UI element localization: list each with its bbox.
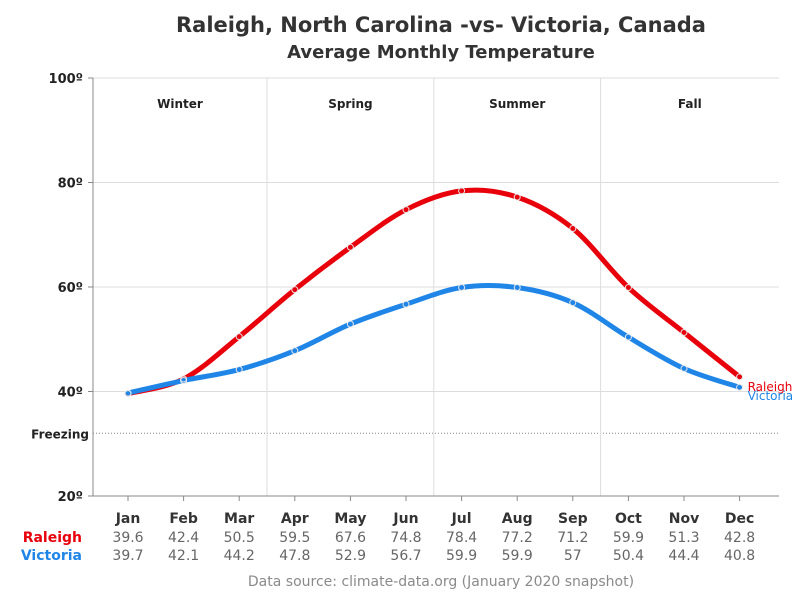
month-label-jun: Jun bbox=[392, 511, 418, 527]
point-victoria-jul bbox=[458, 284, 466, 292]
value-victoria-jun: 56.7 bbox=[390, 548, 421, 564]
y-tick-label-80: 80º bbox=[58, 177, 83, 192]
grid bbox=[93, 77, 779, 434]
value-victoria-apr: 47.8 bbox=[279, 548, 310, 564]
season-label-fall: Fall bbox=[678, 97, 702, 111]
data-table: Jan Feb Mar Apr May Jun Jul Aug Sep Oct Nov Dec Rale… bbox=[21, 511, 755, 564]
value-raleigh-jan: 39.6 bbox=[112, 530, 143, 546]
value-victoria-feb: 42.1 bbox=[168, 548, 199, 564]
y-tick-label-100: 100º bbox=[49, 72, 83, 87]
value-victoria-may: 52.9 bbox=[335, 548, 366, 564]
point-raleigh-nov bbox=[680, 328, 688, 336]
y-tick-label-20: 20º bbox=[58, 490, 83, 505]
value-raleigh-jul: 78.4 bbox=[446, 530, 477, 546]
y-tick-label-40: 40º bbox=[58, 386, 83, 401]
series-line-victoria bbox=[125, 283, 743, 396]
value-victoria-dec: 40.8 bbox=[724, 548, 755, 564]
point-victoria-nov bbox=[680, 365, 688, 373]
point-raleigh-sep bbox=[569, 224, 577, 232]
month-label-mar: Mar bbox=[224, 511, 254, 527]
value-raleigh-dec: 42.8 bbox=[724, 530, 755, 546]
month-label-jan: Jan bbox=[115, 511, 141, 527]
chart-subtitle: Average Monthly Temperature bbox=[287, 42, 595, 63]
season-label-summer: Summer bbox=[489, 97, 545, 111]
month-label-dec: Dec bbox=[725, 511, 754, 527]
value-raleigh-may: 67.6 bbox=[335, 530, 366, 546]
point-victoria-oct bbox=[624, 333, 632, 341]
data-source-note: Data source: climate-data.org (January 2… bbox=[248, 574, 634, 590]
season-bands: Winter Spring Summer Fall bbox=[157, 78, 702, 496]
table-row-label-victoria: Victoria bbox=[21, 548, 82, 564]
point-raleigh-aug bbox=[513, 193, 521, 201]
value-victoria-sep: 57 bbox=[564, 548, 582, 564]
value-victoria-mar: 44.2 bbox=[224, 548, 255, 564]
point-victoria-apr bbox=[291, 347, 299, 355]
month-label-jul: Jul bbox=[451, 511, 472, 527]
value-raleigh-feb: 42.4 bbox=[168, 530, 199, 546]
y-tick-label-60: 60º bbox=[58, 281, 83, 296]
value-victoria-aug: 59.9 bbox=[502, 548, 533, 564]
freezing-label: Freezing bbox=[31, 427, 89, 441]
value-raleigh-oct: 59.9 bbox=[613, 530, 644, 546]
point-victoria-dec bbox=[736, 383, 744, 391]
value-raleigh-sep: 71.2 bbox=[557, 530, 588, 546]
point-raleigh-jun bbox=[402, 206, 410, 214]
point-victoria-may bbox=[346, 320, 354, 328]
point-victoria-jan bbox=[124, 389, 132, 397]
value-raleigh-aug: 77.2 bbox=[502, 530, 533, 546]
point-raleigh-apr bbox=[291, 286, 299, 294]
point-raleigh-dec bbox=[736, 373, 744, 381]
value-victoria-jul: 59.9 bbox=[446, 548, 477, 564]
end-label-raleigh: Raleigh bbox=[748, 380, 793, 394]
season-label-winter: Winter bbox=[157, 97, 203, 111]
chart-title: Raleigh, North Carolina -vs- Victoria, C… bbox=[176, 13, 706, 37]
point-victoria-feb bbox=[180, 377, 188, 385]
end-label-victoria: Victoria bbox=[748, 389, 794, 403]
table-row-label-raleigh: Raleigh bbox=[23, 530, 82, 546]
month-label-may: May bbox=[334, 511, 366, 527]
season-label-spring: Spring bbox=[328, 97, 372, 111]
value-raleigh-mar: 50.5 bbox=[224, 530, 255, 546]
point-victoria-aug bbox=[513, 284, 521, 292]
month-label-aug: Aug bbox=[502, 511, 533, 527]
point-victoria-jun bbox=[402, 300, 410, 308]
month-label-feb: Feb bbox=[169, 511, 198, 527]
month-label-apr: Apr bbox=[281, 511, 309, 527]
point-raleigh-jul bbox=[458, 187, 466, 195]
point-raleigh-mar bbox=[235, 333, 243, 341]
value-raleigh-nov: 51.3 bbox=[668, 530, 699, 546]
month-label-sep: Sep bbox=[558, 511, 588, 527]
point-raleigh-oct bbox=[624, 284, 632, 292]
value-victoria-jan: 39.7 bbox=[112, 548, 143, 564]
point-victoria-sep bbox=[569, 299, 577, 307]
point-victoria-mar bbox=[235, 366, 243, 374]
month-label-nov: Nov bbox=[669, 511, 699, 527]
value-raleigh-jun: 74.8 bbox=[390, 530, 421, 546]
value-victoria-nov: 44.4 bbox=[668, 548, 699, 564]
point-raleigh-may bbox=[346, 243, 354, 251]
series-line-raleigh bbox=[125, 187, 743, 397]
month-label-oct: Oct bbox=[615, 511, 642, 527]
value-raleigh-apr: 59.5 bbox=[279, 530, 310, 546]
value-victoria-oct: 50.4 bbox=[613, 548, 644, 564]
axes: 20º 40º 60º 80º 100º Freezing bbox=[31, 72, 779, 505]
